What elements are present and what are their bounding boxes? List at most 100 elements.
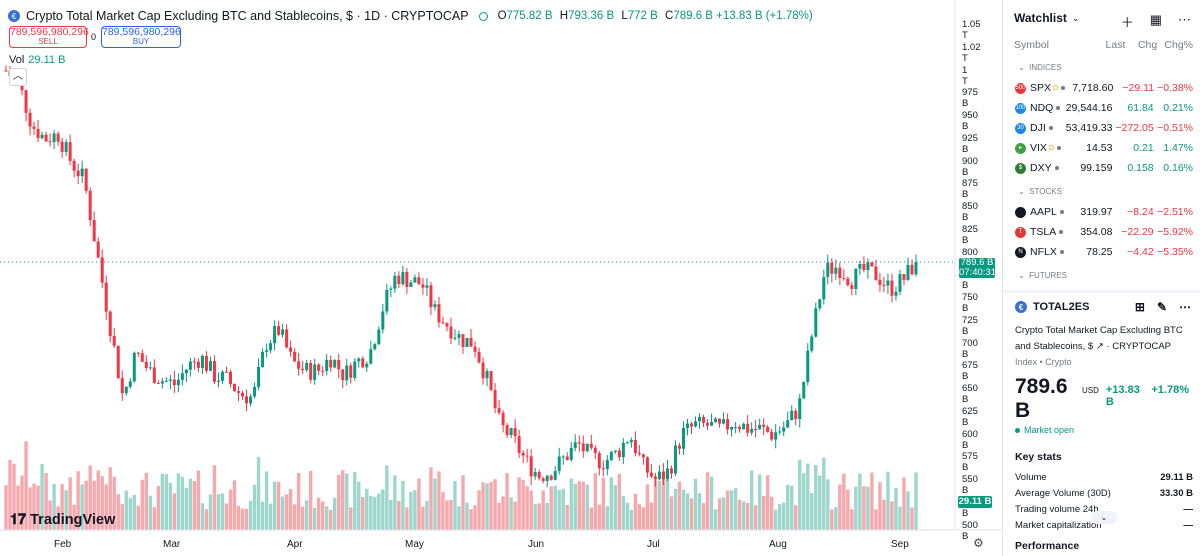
candle-body [353,361,357,378]
candle-body [746,423,750,433]
price-chart[interactable] [0,0,1002,556]
details-ticker[interactable]: TOTAL2ES [1033,301,1090,313]
watchlist-row[interactable]: 100 NDQ 29,544.16 61.84 0.21% [1003,98,1200,118]
watchlist-row[interactable]: N NFLX 78.25 −4.42 −5.35% [1003,242,1200,262]
candle-body [641,454,645,458]
close-label: C [665,10,674,22]
candle-body [489,371,493,391]
volume-bar [164,474,169,530]
volume-legend[interactable]: Vol 29.11 B [9,54,65,66]
candle-body [653,476,657,480]
candle-body [750,428,754,433]
candle-body [497,408,501,413]
volume-bar [733,488,738,530]
volume-bar [810,492,814,530]
volume-bar [337,475,341,530]
col-last[interactable]: Last [1105,39,1126,51]
watchlist-section-header[interactable]: ⌄ INDICES [1003,58,1200,78]
candle-body [685,423,689,429]
buy-button[interactable]: 789,596,980,296 BUY [101,26,181,48]
collapse-legend-button[interactable]: ︿ [9,68,27,86]
volume-bar [100,476,104,530]
symbol-title[interactable]: Crypto Total Market Cap Excluding BTC an… [26,9,469,23]
watchlist-header[interactable]: Watchlist ⌄ [1003,0,1200,36]
col-chgp[interactable]: Chg% [1164,39,1193,51]
candle-body [120,378,124,394]
candle-body [665,468,669,480]
candle-body [521,452,525,456]
volume-bar [878,482,882,530]
chevron-down-icon[interactable]: ⌄ [1071,12,1080,23]
external-link-icon[interactable]: ↗ [1095,341,1104,352]
advanced-view-icon[interactable]: ▦ [1149,12,1162,27]
candle-body [413,277,417,283]
volume-bar [894,488,898,530]
volume-bar [333,497,337,530]
volume-bar [657,480,662,530]
volume-bar [184,487,189,530]
details-meta: Index • Crypto [1015,357,1072,367]
watchlist-title[interactable]: Watchlist [1014,11,1067,25]
watchlist-symbol: DJI [1030,122,1046,134]
col-chg[interactable]: Chg [1137,39,1158,51]
watchlist-row[interactable]: AAPL 319.97 −8.24 −2.51% [1003,202,1200,222]
watchlist-last: 14.53 [1086,142,1113,154]
volume-label: Vol [9,54,25,66]
volume-bar [8,459,12,530]
edit-icon[interactable]: ✎ [1156,300,1167,314]
chevron-down-icon[interactable]: ⌄ [1018,271,1025,280]
details-logo-icon: € [1015,301,1027,313]
candle-body [196,361,200,368]
watchlist-row[interactable]: T TSLA 354.08 −22.29 −5.92% [1003,222,1200,242]
watchlist-section-header[interactable]: ⌄ STOCKS [1003,182,1200,202]
key-stat-row: Average Volume (30D) 33.30 B [1003,485,1200,501]
key-stat-value: 29.11 B [1160,471,1193,483]
expand-stats-button[interactable]: ⌄ [1091,511,1117,524]
candle-body [501,412,505,426]
market-status-dot-icon [478,11,488,21]
volume-bar [397,501,401,530]
sell-label: SELL [38,37,58,46]
more-icon[interactable]: ⋯ [1178,12,1191,27]
watchlist-row[interactable]: ▸ VIX D 14.53 0.21 1.47% [1003,138,1200,158]
volume-bar [413,490,417,530]
candle-body [886,280,890,286]
volume-bar [369,495,373,530]
candle-body [850,285,854,289]
watchlist-chgp: −0.38% [1157,82,1193,94]
volume-bar [345,473,349,530]
volume-bar [152,507,157,530]
volume-bar [910,507,914,530]
sell-button[interactable]: 789,596,980,296 SELL [9,26,89,48]
key-stat-row: Trading volume 24h — [1003,501,1200,517]
candle-body [870,262,874,267]
volume-bar [741,501,746,530]
volume-bar [72,504,76,530]
chevron-down-icon[interactable]: ⌄ [1018,63,1025,72]
high-value: 793.36 B [568,10,615,22]
candle-body [822,277,826,300]
add-symbol-icon[interactable]: ＋ [1120,15,1134,30]
chart-area[interactable]: € Crypto Total Market Cap Excluding BTC … [0,0,1002,556]
volume-bar [417,478,421,530]
volume-bar [798,459,802,530]
candle-body [373,344,377,350]
high-label: H [559,10,569,22]
watchlist-row[interactable]: 30 DJI 53,419.33 −272.05 −0.51% [1003,118,1200,138]
layout-icon[interactable]: ⊞ [1134,300,1145,314]
chevron-down-icon[interactable]: ⌄ [1018,187,1025,196]
watchlist-section-header[interactable]: ⌄ FUTURES [1003,266,1200,286]
col-symbol[interactable]: Symbol [1014,39,1050,51]
volume-bar [40,464,44,530]
volume-bar [120,504,124,530]
volume-bar [389,499,393,530]
candle-body [645,457,649,473]
watchlist-row[interactable]: $ DXY 99.159 0.158 0.16% [1003,158,1200,178]
tradingview-logo[interactable]: 𝟏𝟕 TradingView [10,512,115,528]
more-icon[interactable]: ⋯ [1179,300,1191,314]
volume-bar [288,488,293,530]
low-label: L [621,10,628,22]
gear-icon[interactable]: ⚙ [973,536,984,550]
volume-bar [481,482,485,530]
watchlist-row[interactable]: 500 SPX D 7,718.60 −29.11 −0.38% [1003,78,1200,98]
